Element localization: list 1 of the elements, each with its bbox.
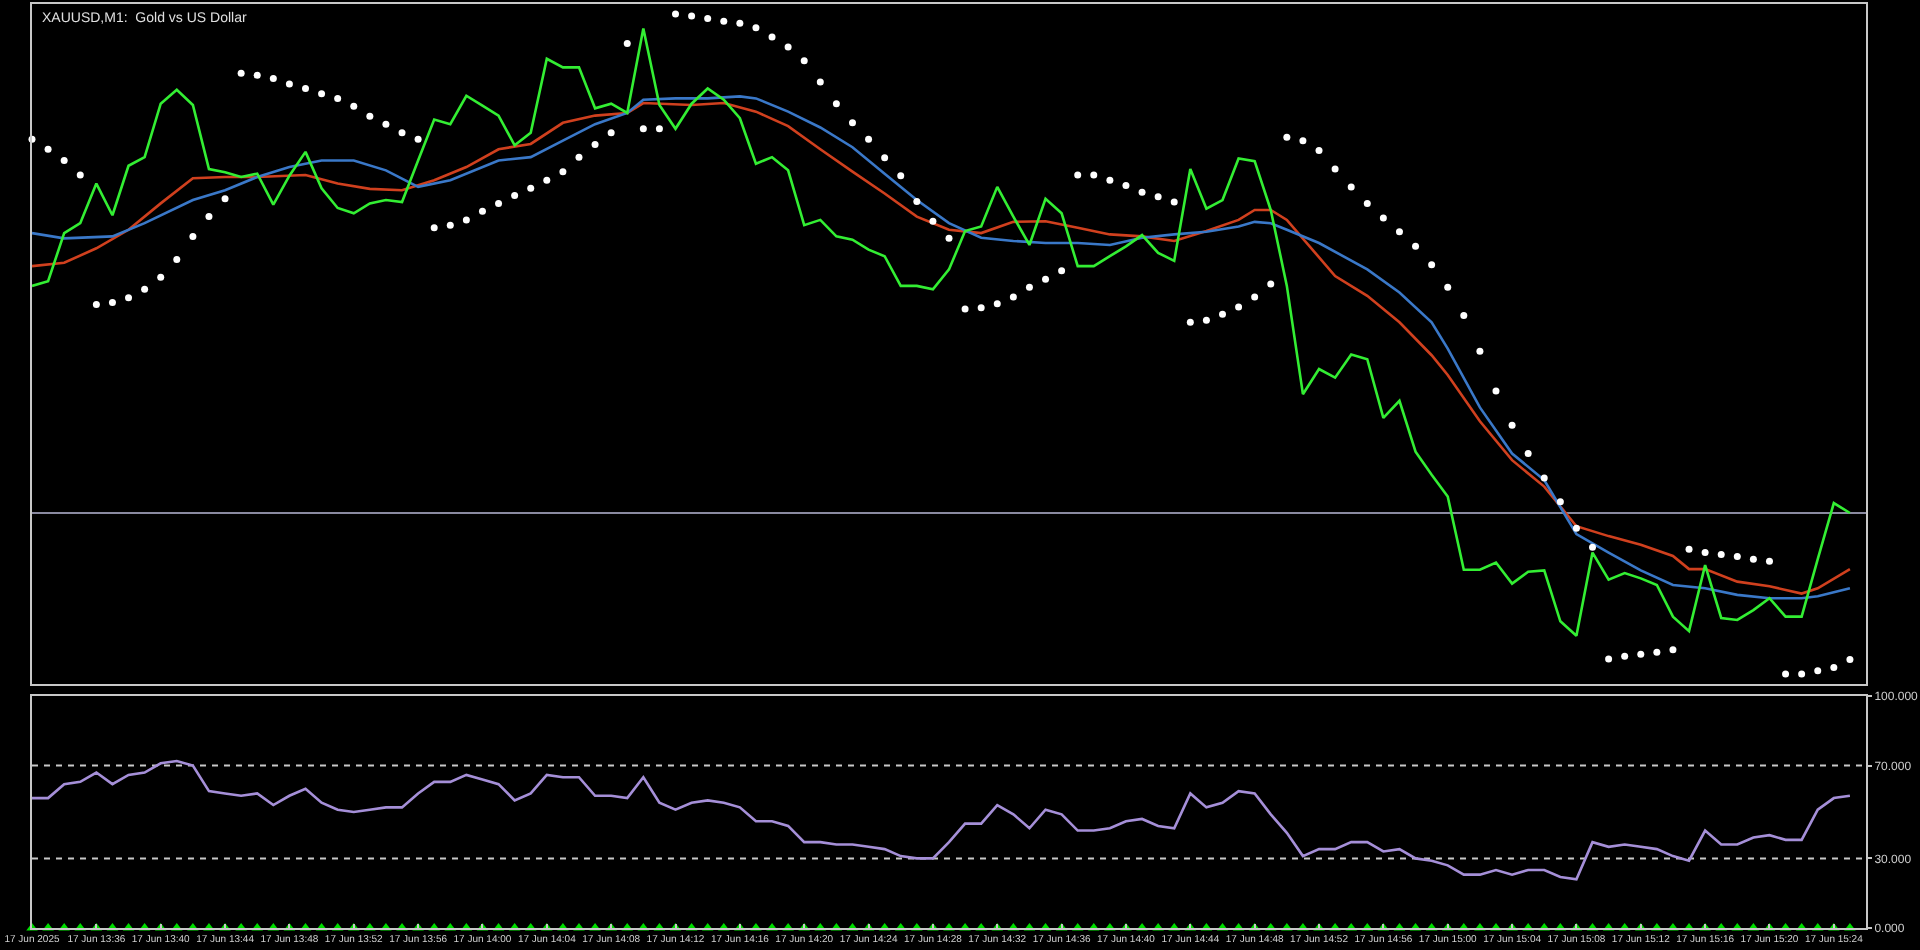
- line-series: [32, 759, 1852, 881]
